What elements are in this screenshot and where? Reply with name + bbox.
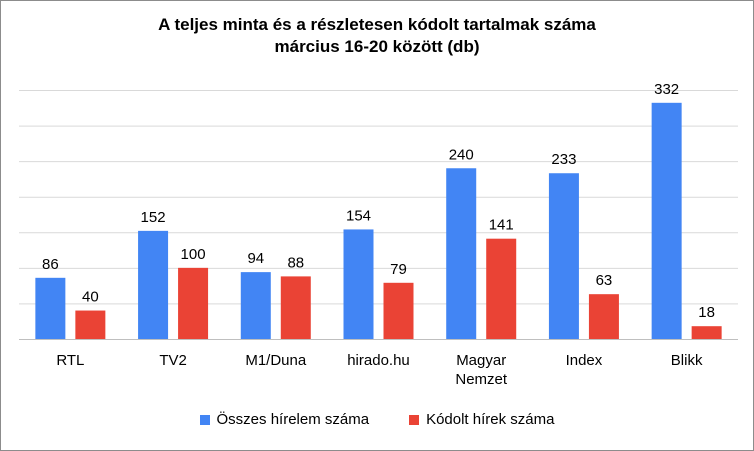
- data-label: 79: [390, 261, 407, 278]
- data-label: 233: [551, 151, 576, 168]
- bar-total: [651, 102, 682, 339]
- category-label: Magyar: [456, 352, 506, 369]
- bar-coded: [178, 267, 209, 339]
- data-label: 100: [181, 246, 206, 263]
- category-label: Index: [566, 352, 603, 369]
- legend-label-total: Összes hírelem száma: [216, 411, 370, 428]
- bar-coded: [280, 276, 311, 339]
- category-label: Blikk: [671, 352, 703, 369]
- chart-legend: Összes hírelem száma Kódolt hírek száma: [0, 411, 754, 428]
- data-label: 154: [346, 207, 371, 224]
- category-label: Nemzet: [455, 371, 508, 388]
- data-label: 94: [247, 250, 264, 267]
- data-label: 152: [141, 209, 166, 226]
- data-label: 88: [287, 254, 304, 271]
- bar-coded: [486, 238, 517, 339]
- data-label: 63: [596, 272, 613, 289]
- chart-title: A teljes minta és a részletesen kódolt t…: [0, 14, 754, 58]
- data-label: 18: [698, 304, 715, 321]
- data-label: 332: [654, 81, 679, 98]
- category-label: M1/Duna: [245, 352, 307, 369]
- chart-title-line-2: március 16-20 között (db): [274, 37, 480, 56]
- data-label: 240: [449, 146, 474, 163]
- chart-title-line-1: A teljes minta és a részletesen kódolt t…: [158, 15, 596, 34]
- bar-coded: [75, 310, 106, 339]
- bar-total: [446, 168, 477, 339]
- bar-total: [35, 277, 66, 339]
- data-label: 86: [42, 256, 59, 273]
- data-label: 40: [82, 289, 99, 306]
- bar-total: [548, 173, 579, 339]
- category-label: hirado.hu: [347, 352, 410, 369]
- category-label: RTL: [56, 352, 84, 369]
- bar-coded: [588, 294, 619, 339]
- bar-total: [138, 230, 169, 339]
- data-label: 141: [489, 217, 514, 234]
- legend-swatch-total: [199, 414, 210, 425]
- legend-item-total: Összes hírelem száma: [199, 411, 370, 428]
- bar-coded: [383, 282, 414, 339]
- category-label: TV2: [159, 352, 187, 369]
- bar-coded: [691, 326, 722, 339]
- legend-label-coded: Kódolt hírek száma: [426, 411, 555, 428]
- bar-total: [343, 229, 374, 339]
- legend-swatch-coded: [409, 414, 420, 425]
- bar-total: [240, 272, 271, 339]
- legend-item-coded: Kódolt hírek száma: [409, 411, 554, 428]
